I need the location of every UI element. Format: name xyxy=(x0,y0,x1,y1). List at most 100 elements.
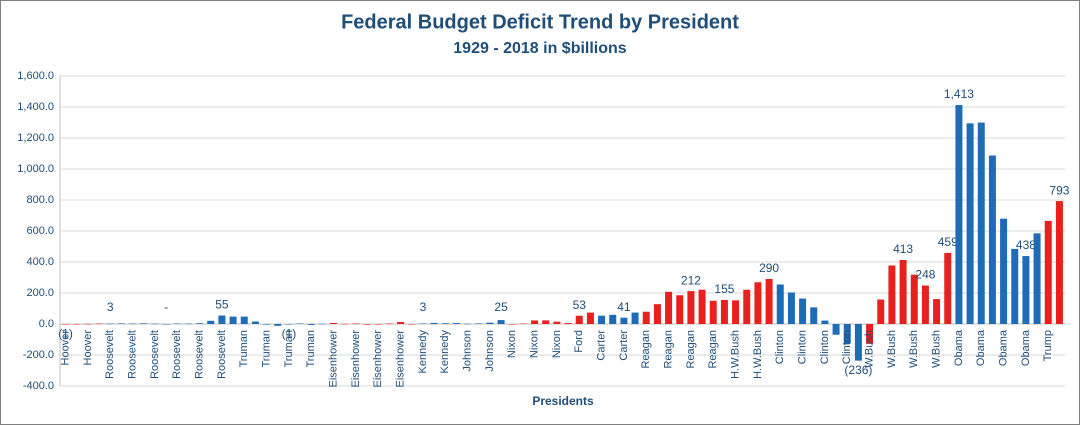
bar xyxy=(988,155,996,324)
bar xyxy=(285,324,293,325)
x-tick-label: Johnson xyxy=(461,330,473,372)
x-tick-label: W.Bush xyxy=(908,330,920,368)
bar xyxy=(687,291,695,324)
data-label: 290 xyxy=(759,261,779,275)
bar xyxy=(1011,248,1019,324)
bar xyxy=(1022,256,1030,324)
bar xyxy=(151,323,159,325)
bar xyxy=(620,317,628,324)
bar xyxy=(977,122,985,324)
bar xyxy=(508,324,516,325)
bar xyxy=(106,323,114,325)
data-label: (236) xyxy=(844,363,872,377)
x-tick-label: Truman xyxy=(305,330,317,368)
bar xyxy=(140,323,148,324)
bar xyxy=(810,307,818,324)
bar xyxy=(95,323,103,325)
bar xyxy=(877,299,885,324)
x-tick-label: Nixon xyxy=(528,330,540,358)
x-tick-label: H.W.Bush xyxy=(729,330,741,379)
bar xyxy=(397,322,405,324)
bar xyxy=(609,314,617,324)
x-tick-label: Clinton xyxy=(796,330,808,364)
bar xyxy=(553,321,561,324)
data-label: 438 xyxy=(1016,238,1036,252)
bar xyxy=(1055,201,1063,324)
bar xyxy=(117,323,125,324)
y-tick-label: 600.0 xyxy=(26,225,54,237)
x-tick-label: Roosevelt xyxy=(149,330,161,379)
bar xyxy=(218,315,226,324)
x-tick-label: Clinton xyxy=(841,330,853,364)
x-tick-label: W.Bush xyxy=(930,330,942,368)
x-tick-label: Obama xyxy=(997,329,1009,366)
bar xyxy=(787,292,795,324)
x-tick-label: Obama xyxy=(1020,329,1032,366)
x-tick-label: W.Bush xyxy=(886,330,898,368)
data-label: 413 xyxy=(893,242,913,256)
x-tick-label: Roosevelt xyxy=(216,330,228,379)
bar xyxy=(452,323,460,324)
bar xyxy=(888,265,896,324)
x-tick-label: Reagan xyxy=(685,330,697,369)
x-tick-label: Trump xyxy=(1042,330,1054,361)
y-tick-label: 0.0 xyxy=(39,318,54,330)
bar xyxy=(743,289,751,324)
x-tick-label: Carter xyxy=(595,330,607,361)
bar xyxy=(240,316,248,324)
bar xyxy=(229,316,237,324)
bar xyxy=(330,322,338,324)
bar xyxy=(419,323,427,324)
x-tick-label: Kennedy xyxy=(439,330,451,374)
data-label: 212 xyxy=(681,273,701,287)
data-label: 155 xyxy=(714,282,734,296)
bar xyxy=(642,311,650,324)
y-tick-label: 800.0 xyxy=(26,194,54,206)
x-tick-label: Eisenhower xyxy=(394,330,406,388)
bar xyxy=(196,323,204,324)
x-tick-label: Obama xyxy=(975,329,987,366)
x-tick-label: Eisenhower xyxy=(372,330,384,388)
x-tick-label: Eisenhower xyxy=(327,330,339,388)
bar xyxy=(430,322,438,324)
bar xyxy=(921,285,929,324)
bar xyxy=(129,323,137,325)
bar xyxy=(251,321,259,324)
x-tick-label: Nixon xyxy=(551,330,563,358)
x-tick-label: Hoover xyxy=(59,330,71,366)
data-label: - xyxy=(164,300,168,314)
data-label: 53 xyxy=(573,298,587,312)
bar xyxy=(709,300,717,324)
bar xyxy=(966,123,974,324)
x-tick-label: Clinton xyxy=(819,330,831,364)
bar xyxy=(73,324,81,325)
data-label: 41 xyxy=(617,300,631,314)
bar xyxy=(955,105,963,325)
x-tick-label: Johnson xyxy=(484,330,496,372)
x-tick-label: Hoover xyxy=(82,330,94,366)
bar xyxy=(207,320,215,324)
bar xyxy=(341,323,349,325)
y-tick-label: 1,200.0 xyxy=(17,132,54,144)
bar xyxy=(1044,220,1052,324)
x-tick-label: Roosevelt xyxy=(104,330,116,379)
x-tick-label: Truman xyxy=(283,330,295,368)
bar xyxy=(296,323,304,325)
bar xyxy=(944,252,952,324)
x-tick-label: Obama xyxy=(953,329,965,366)
bar xyxy=(352,323,360,325)
bar xyxy=(832,324,840,335)
bar xyxy=(843,324,851,344)
y-tick-label: 1,000.0 xyxy=(17,163,54,175)
x-tick-label: Roosevelt xyxy=(193,330,205,379)
x-tick-label: H.W.Bush xyxy=(752,330,764,379)
bar xyxy=(318,323,326,325)
bar xyxy=(631,312,639,324)
y-tick-label: 200.0 xyxy=(26,287,54,299)
y-tick-label: 1,600.0 xyxy=(17,70,54,82)
data-label: 3 xyxy=(420,300,427,314)
x-tick-label: Nixon xyxy=(506,330,518,358)
bar xyxy=(933,299,941,324)
data-label: 793 xyxy=(1049,183,1069,197)
